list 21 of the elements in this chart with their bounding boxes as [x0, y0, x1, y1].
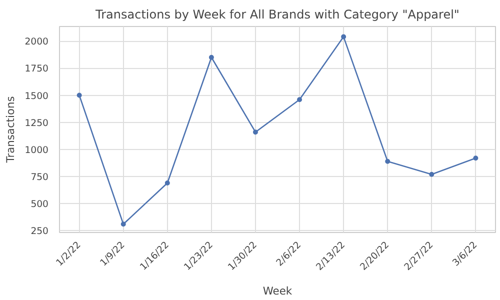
point — [385, 158, 390, 164]
y-tick-label: 1750 — [24, 64, 49, 75]
point — [341, 34, 346, 40]
y-tick-label: 2000 — [24, 36, 49, 48]
point — [252, 130, 258, 135]
y-tick-label: 1250 — [24, 118, 49, 129]
point — [297, 97, 302, 102]
y-tick-label: 1000 — [24, 144, 49, 156]
point — [120, 222, 126, 227]
point — [473, 156, 478, 161]
y-tick-label: 1500 — [24, 90, 49, 102]
y-axis-title: Transactions — [4, 96, 17, 164]
y-tick-label: 250 — [30, 226, 49, 238]
y-tick-label: 750 — [30, 172, 49, 184]
point — [76, 92, 82, 98]
point — [164, 180, 170, 186]
point — [208, 54, 214, 60]
chart-title: Transactions by Week for All Brands with Category "Apparel" — [94, 8, 460, 22]
point — [429, 172, 434, 177]
x-axis-title: Week — [262, 284, 293, 298]
y-tick-label: 500 — [30, 199, 49, 210]
